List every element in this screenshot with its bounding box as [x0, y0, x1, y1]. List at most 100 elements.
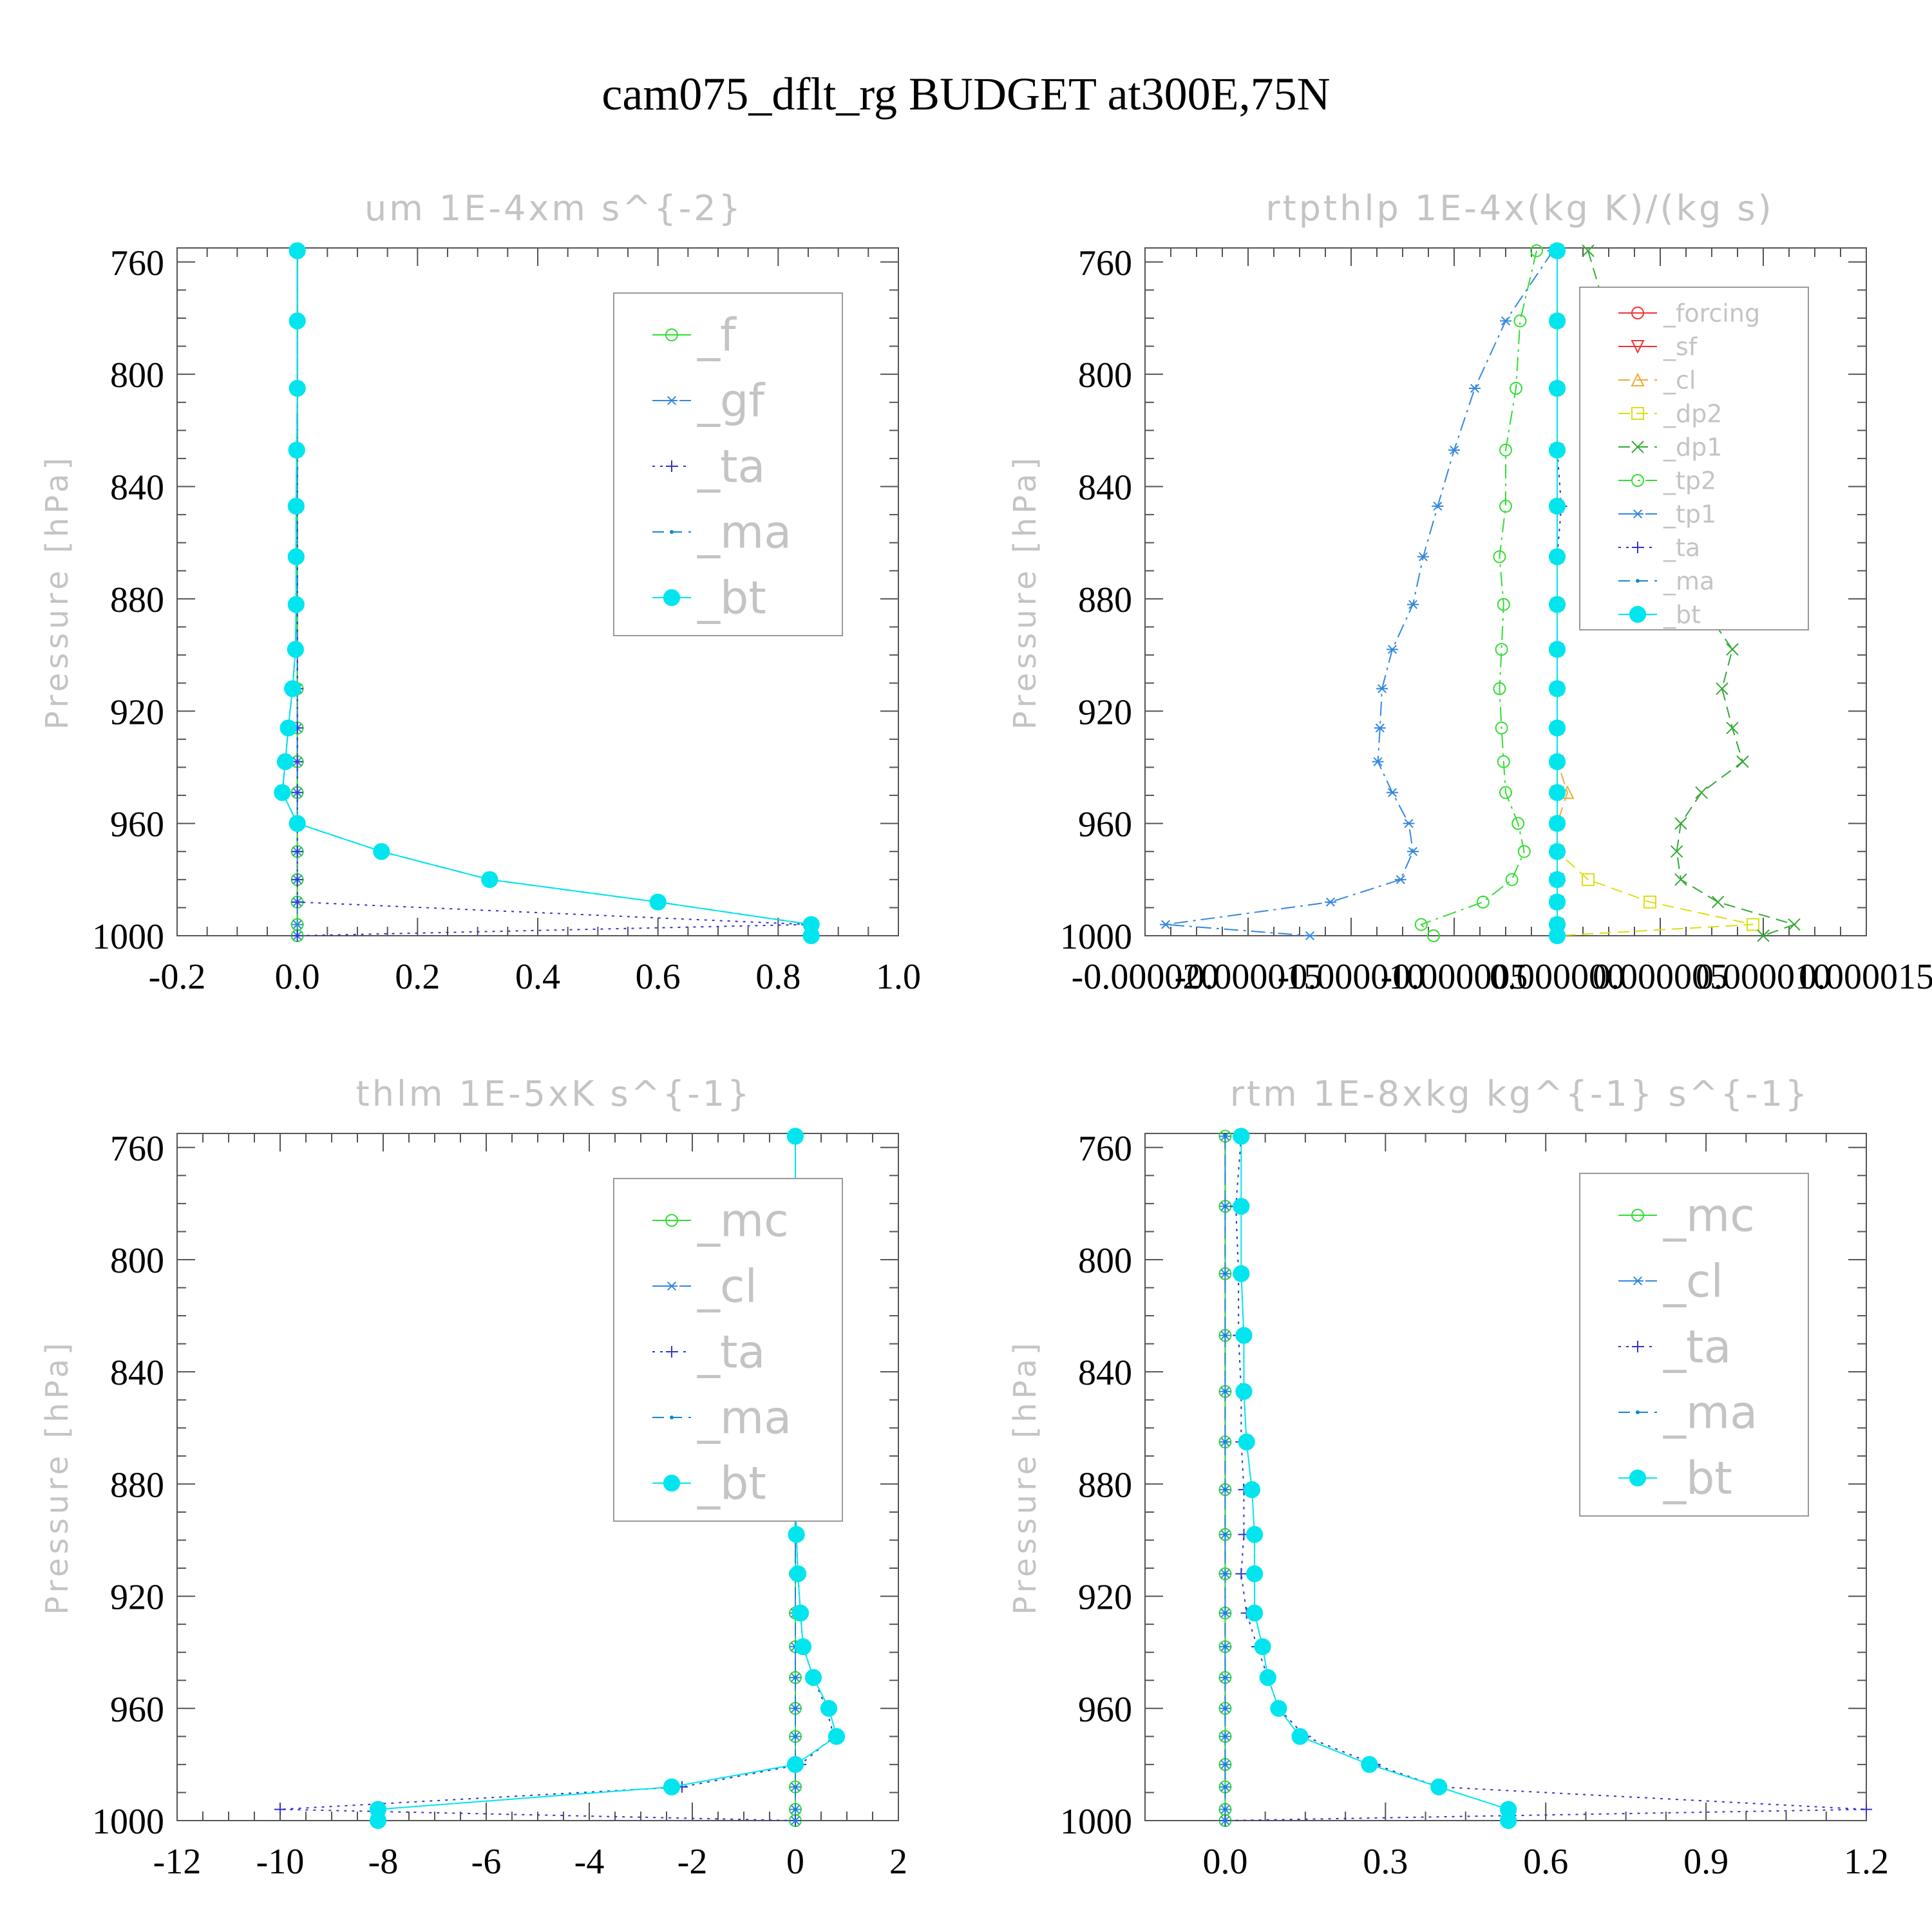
data-point-marker	[649, 893, 667, 911]
data-point-marker	[1548, 641, 1566, 658]
data-point-marker	[287, 548, 305, 565]
legend-entry: _ma	[1618, 567, 1714, 595]
x-tick-label: 0.4	[515, 957, 560, 997]
data-point-marker	[1711, 895, 1725, 909]
legend: _mc _cl _ta _ma _bt	[613, 1178, 843, 1522]
data-point-marker	[1223, 1271, 1227, 1276]
data-point-marker	[1757, 929, 1770, 942]
data-point-marker	[1233, 1128, 1250, 1145]
y-tick-label: 960	[110, 805, 164, 845]
data-point-marker	[1495, 643, 1508, 656]
legend-marker	[1631, 372, 1645, 386]
y-tick-label: 880	[110, 580, 164, 620]
legend-entry: _tp2	[1618, 466, 1716, 495]
data-point-marker	[1548, 441, 1566, 459]
data-point-marker	[274, 1803, 286, 1815]
legend-marker	[1636, 1410, 1640, 1414]
legend-label: _ma	[1663, 567, 1714, 595]
data-point-marker	[1511, 817, 1525, 830]
legend-label: _ta	[1663, 1321, 1731, 1374]
y-tick-label: 880	[110, 1465, 164, 1505]
data-point-marker	[1670, 845, 1683, 858]
data-point-marker	[1493, 550, 1506, 564]
data-point-marker	[1505, 873, 1519, 886]
legend-label: _tp1	[1663, 500, 1716, 528]
y-tick-label: 800	[1078, 1241, 1132, 1281]
data-point-marker	[1325, 897, 1336, 907]
y-tick-label: 920	[1078, 692, 1132, 732]
data-point-marker	[291, 920, 303, 929]
y-axis-label: Pressure [hPa]	[39, 1339, 75, 1615]
data-point-marker	[1372, 757, 1384, 766]
data-point-marker	[1223, 1204, 1227, 1209]
series-line	[1419, 251, 1537, 936]
data-point-marker	[794, 1638, 812, 1656]
data-point-marker	[291, 873, 303, 886]
data-point-marker	[1223, 1807, 1227, 1812]
data-point-marker	[1476, 895, 1490, 909]
x-tick-label: 0.8	[755, 957, 800, 997]
legend-label: _cl	[697, 1260, 757, 1313]
legend-marker	[1632, 509, 1643, 519]
data-point-marker	[1548, 596, 1566, 613]
data-point-marker	[1223, 1134, 1227, 1139]
y-tick-label: 800	[1078, 355, 1132, 395]
legend-entry: _ta	[652, 1326, 765, 1379]
data-point-marker	[1548, 379, 1566, 397]
data-point-marker	[1548, 927, 1566, 945]
y-axis-label: Pressure [hPa]	[39, 454, 75, 730]
legend-label: _dp1	[1663, 433, 1722, 461]
data-point-marker	[1407, 847, 1419, 857]
x-tick-label: 0.9	[1683, 1842, 1728, 1882]
data-point-marker	[1414, 918, 1428, 931]
data-point-marker	[289, 815, 306, 832]
series-line	[1225, 1136, 1867, 1821]
x-tick-label: 0.000015	[1799, 957, 1932, 997]
series-bt	[274, 242, 820, 945]
data-point-marker	[1223, 1532, 1227, 1537]
data-point-marker	[1548, 871, 1566, 888]
data-point-marker	[789, 1565, 807, 1582]
data-point-marker	[1788, 918, 1801, 931]
data-point-marker	[1376, 684, 1388, 694]
series-line	[1165, 250, 1554, 936]
figure-title: cam075_dflt_rg BUDGET at300E,75N	[601, 68, 1330, 120]
data-point-marker	[793, 1675, 797, 1680]
x-tick-label: -4	[574, 1842, 605, 1882]
series-tp1	[1160, 246, 1559, 941]
panel-4: rtm 1E-8xkg kg^{-1} s^{-1} Pressure [hPa]…	[1007, 1074, 1889, 1882]
data-point-marker	[1254, 1638, 1271, 1656]
legend-marker	[665, 1214, 678, 1227]
panel-title: rtpthlp 1E-4x(kg K)/(kg s)	[1265, 188, 1774, 229]
data-point-marker	[1513, 314, 1527, 328]
data-point-marker	[1448, 445, 1460, 455]
legend-marker	[1629, 605, 1647, 623]
data-point-marker	[287, 641, 304, 658]
data-point-marker	[1223, 1333, 1227, 1338]
data-point-marker	[1548, 843, 1566, 860]
legend-label: _tp2	[1663, 466, 1716, 495]
x-tick-label: 2	[889, 1842, 907, 1882]
data-point-marker	[1387, 788, 1398, 797]
data-point-marker	[1716, 682, 1728, 696]
legend-marker	[1631, 474, 1644, 487]
data-point-marker	[1427, 929, 1440, 942]
data-point-marker	[1361, 1756, 1378, 1773]
y-tick-label: 960	[1078, 805, 1132, 845]
data-point-marker	[793, 1785, 797, 1789]
y-tick-label: 920	[110, 1578, 164, 1618]
y-tick-label: 840	[110, 468, 164, 508]
data-point-marker	[287, 497, 305, 515]
y-tick-label: 880	[1078, 1465, 1132, 1505]
y-tick-label: 800	[110, 1241, 164, 1281]
y-tick-label: 1000	[1060, 1802, 1132, 1842]
data-point-marker	[291, 930, 303, 942]
panel-title: thlm 1E-5xK s^{-1}	[356, 1074, 752, 1114]
legend-entry: _ma	[652, 1392, 791, 1444]
legend-label: _ta	[697, 440, 765, 493]
legend-label: _gf	[697, 375, 765, 428]
legend-marker	[1631, 340, 1645, 354]
data-point-marker	[791, 1604, 810, 1622]
data-point-marker	[1430, 1778, 1448, 1795]
data-point-marker	[1223, 1785, 1227, 1789]
